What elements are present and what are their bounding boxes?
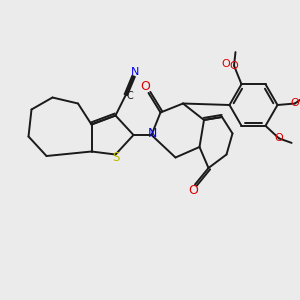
Text: O: O (141, 80, 150, 94)
Text: S: S (113, 151, 120, 164)
Text: O: O (230, 61, 238, 70)
Text: O: O (290, 98, 299, 109)
Text: O: O (274, 134, 284, 143)
Text: O: O (221, 59, 230, 69)
Text: O: O (189, 184, 198, 197)
Text: N: N (147, 127, 157, 140)
Text: C: C (126, 91, 133, 101)
Text: N: N (131, 67, 139, 77)
